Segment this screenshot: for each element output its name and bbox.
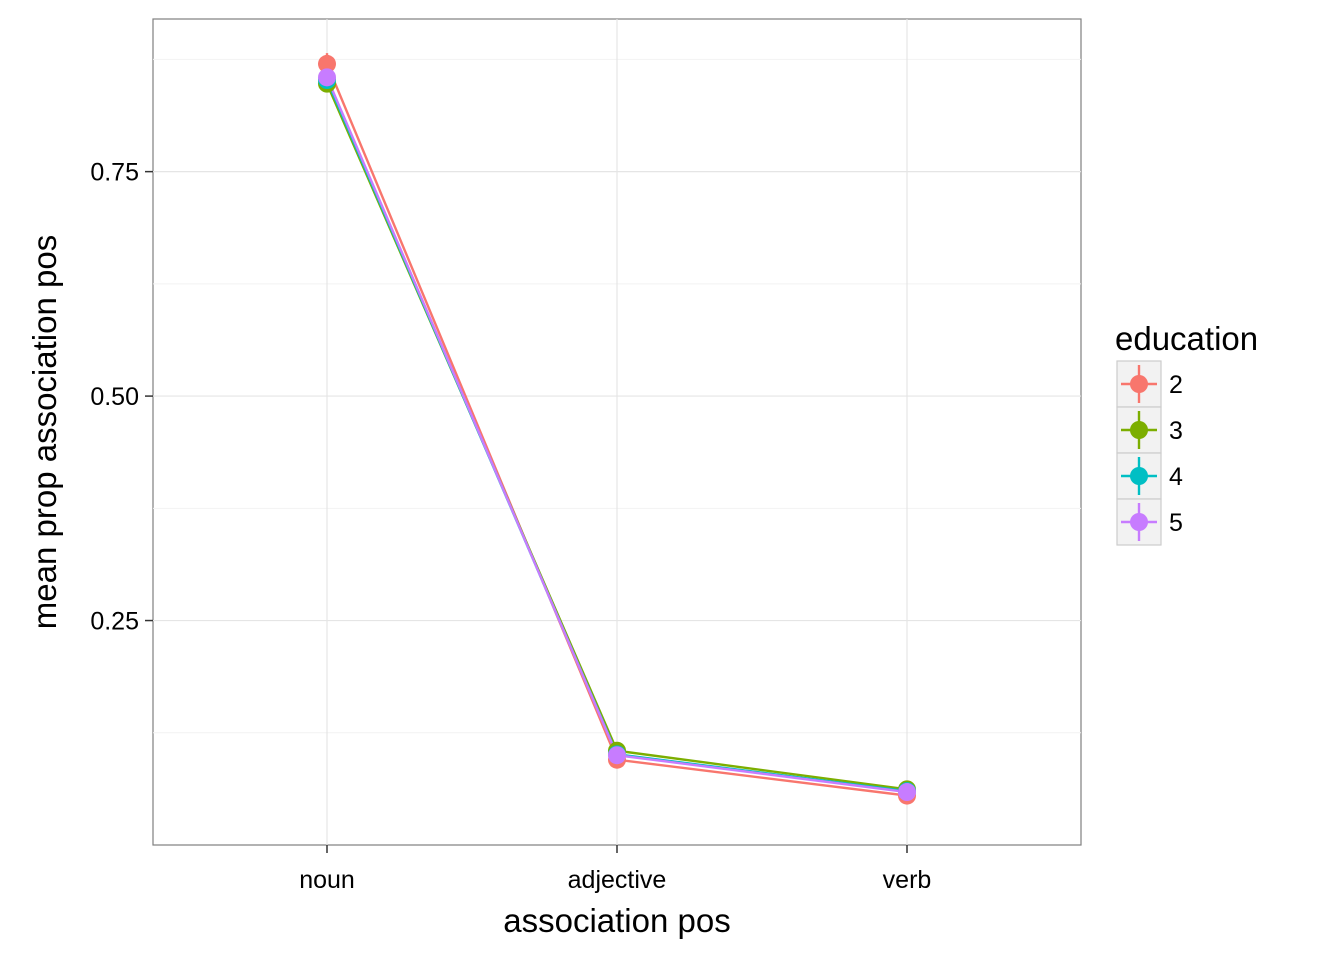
x-axis-title: association pos xyxy=(503,902,730,939)
x-tick-label: noun xyxy=(299,866,355,894)
legend-label-3: 3 xyxy=(1169,417,1183,445)
data-point-5 xyxy=(898,783,916,802)
legend: education 2 3 4 5 xyxy=(1115,320,1258,546)
data-point-2 xyxy=(318,54,336,73)
x-axis: noun adjective verb xyxy=(299,845,931,894)
legend-title: education xyxy=(1115,320,1258,357)
series-points xyxy=(318,54,916,805)
legend-key-point-5 xyxy=(1130,513,1148,531)
y-tick-label: 0.50 xyxy=(90,383,139,411)
legend-label-2: 2 xyxy=(1169,371,1183,399)
y-axis-title: mean prop association pos xyxy=(26,235,63,629)
legend-key-point-3 xyxy=(1130,421,1148,439)
legend-key-point-4 xyxy=(1130,467,1148,485)
legend-label-4: 4 xyxy=(1169,463,1183,491)
y-tick-label: 0.75 xyxy=(90,159,139,187)
y-tick-label: 0.25 xyxy=(90,608,139,636)
legend-key-point-2 xyxy=(1130,375,1148,393)
data-point-5 xyxy=(318,68,336,87)
x-tick-label: verb xyxy=(883,866,932,894)
x-tick-label: adjective xyxy=(568,866,667,894)
legend-label-5: 5 xyxy=(1169,509,1183,537)
y-axis: 0.25 0.50 0.75 xyxy=(90,159,153,636)
grid-major xyxy=(153,19,1081,845)
data-point-5 xyxy=(608,746,626,765)
